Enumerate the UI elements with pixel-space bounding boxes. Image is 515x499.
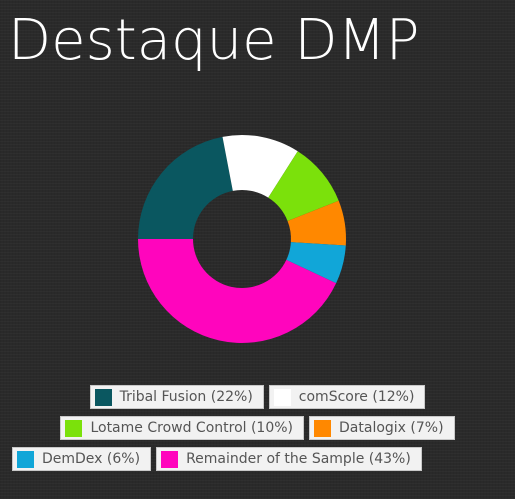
legend-row: DemDex (6%) Remainder of the Sample (43%… [0,447,515,471]
legend-label: Tribal Fusion (22%) [119,389,253,405]
legend-label: Datalogix (7%) [339,420,444,436]
legend-label: Remainder of the Sample (43%) [186,451,411,467]
legend-row: Lotame Crowd Control (10%) Datalogix (7%… [0,416,515,440]
legend-item-remainder[interactable]: Remainder of the Sample (43%) [156,447,422,471]
legend-label: DemDex (6%) [42,451,141,467]
legend-swatch [94,388,112,406]
legend-swatch [65,419,83,437]
donut-slice-comscore[interactable] [222,134,298,198]
legend-label: Lotame Crowd Control (10%) [90,420,294,436]
legend-item-demdex[interactable]: DemDex (6%) [12,447,152,471]
donut-slice-demdex[interactable] [286,242,346,284]
legend-swatch [314,419,332,437]
page-title: Destaque DMP [8,8,420,73]
legend-item-comscore[interactable]: comScore (12%) [268,385,426,409]
legend-item-tribal-fusion[interactable]: Tribal Fusion (22%) [89,385,264,409]
legend-item-lotame[interactable]: Lotame Crowd Control (10%) [60,416,305,440]
donut-chart [138,134,346,343]
legend-item-datalogix[interactable]: Datalogix (7%) [309,416,455,440]
donut-slices [138,134,346,343]
donut-slice-tribal-fusion[interactable] [138,136,233,239]
chart-legend: Tribal Fusion (22%) comScore (12%) Lotam… [0,385,515,478]
legend-swatch [17,450,34,468]
donut-slice-datalogix[interactable] [287,200,346,246]
legend-label: comScore (12%) [298,389,415,405]
legend-swatch [273,388,291,406]
donut-slice-lotame-crowd-control[interactable] [268,151,339,221]
legend-swatch [161,450,179,468]
legend-row: Tribal Fusion (22%) comScore (12%) [0,385,515,409]
donut-slice-remainder-of-the-sample[interactable] [138,239,337,343]
